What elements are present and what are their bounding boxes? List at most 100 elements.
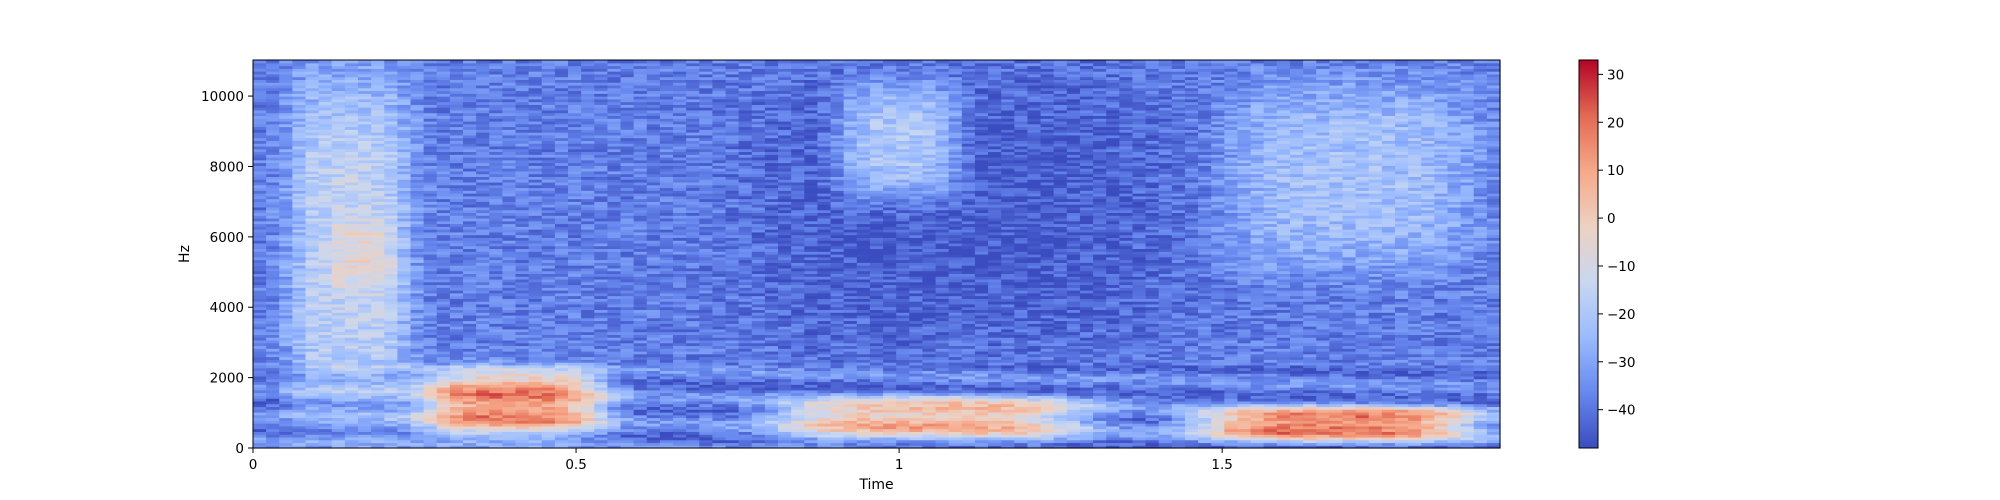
heatmap-cell	[305, 256, 320, 261]
heatmap-cell	[318, 445, 333, 449]
heatmap-cell	[253, 303, 267, 308]
heatmap-cell	[305, 337, 320, 341]
heatmap-cell	[344, 351, 359, 355]
heatmap-cell	[358, 445, 372, 449]
heatmap-cell	[344, 90, 359, 94]
heatmap-cell	[279, 187, 293, 191]
heatmap-cell	[305, 226, 320, 230]
heatmap-cell	[397, 290, 412, 294]
heatmap-cell	[292, 359, 307, 363]
heatmap-cell	[331, 398, 346, 402]
heatmap-cell	[253, 356, 267, 360]
heatmap-cell	[358, 400, 372, 405]
heatmap-cell	[384, 389, 398, 394]
heatmap-cell	[279, 62, 293, 67]
heatmap-cell	[318, 96, 333, 100]
heatmap-cell	[318, 284, 333, 288]
heatmap-cell	[253, 392, 267, 396]
heatmap-cell	[384, 176, 398, 180]
heatmap-cell	[384, 190, 398, 194]
heatmap-cell	[371, 414, 385, 419]
heatmap-cell	[253, 395, 267, 399]
heatmap-cell	[292, 87, 307, 92]
heatmap-cell	[279, 434, 293, 438]
heatmap-cell	[266, 107, 280, 111]
heatmap-cell	[358, 245, 372, 250]
heatmap-cell	[292, 157, 307, 161]
heatmap-cell	[331, 60, 346, 64]
heatmap-cell	[384, 181, 398, 186]
heatmap-cell	[331, 65, 346, 69]
heatmap-cell	[358, 370, 372, 374]
heatmap-cell	[344, 137, 359, 141]
heatmap-cell	[358, 104, 372, 108]
heatmap-cell	[305, 109, 320, 114]
heatmap-cell	[266, 431, 280, 435]
heatmap-cell	[371, 398, 385, 402]
heatmap-cell	[318, 126, 333, 130]
heatmap-cell	[371, 292, 385, 297]
heatmap-cell	[279, 248, 293, 252]
heatmap-cell	[358, 240, 372, 244]
heatmap-cell	[384, 351, 398, 355]
heatmap-cell	[397, 398, 412, 402]
heatmap-cell	[292, 339, 307, 344]
heatmap-cell	[318, 209, 333, 214]
heatmap-cell	[292, 145, 307, 150]
heatmap-cell	[279, 348, 293, 352]
heatmap-cell	[318, 237, 333, 241]
heatmap-cell	[344, 145, 359, 150]
heatmap-cell	[410, 317, 425, 322]
heatmap-cell	[358, 303, 372, 308]
heatmap-cell	[397, 170, 412, 175]
heatmap-cell	[305, 423, 320, 427]
heatmap-cell	[344, 159, 359, 164]
heatmap-cell	[279, 126, 293, 130]
heatmap-cell	[331, 281, 346, 286]
heatmap-cell	[371, 126, 385, 130]
heatmap-cell	[279, 337, 293, 341]
heatmap-cell	[266, 73, 280, 78]
heatmap-cell	[344, 162, 359, 166]
heatmap-cell	[397, 287, 412, 291]
heatmap-cell	[253, 339, 267, 344]
heatmap-cell	[397, 317, 412, 322]
heatmap-cell	[384, 281, 398, 286]
heatmap-cell	[344, 168, 359, 172]
heatmap-cell	[266, 381, 280, 385]
heatmap-cell	[397, 87, 412, 92]
heatmap-cell	[253, 262, 267, 266]
heatmap-cell	[279, 423, 293, 427]
heatmap-cell	[410, 259, 425, 263]
heatmap-cell	[344, 206, 359, 211]
heatmap-cell	[344, 176, 359, 180]
heatmap-cell	[331, 400, 346, 405]
heatmap-cell	[410, 414, 425, 419]
heatmap-cell	[292, 314, 307, 319]
heatmap-cell	[292, 123, 307, 128]
heatmap-cell	[344, 434, 359, 438]
heatmap-cell	[305, 190, 320, 194]
heatmap-cell	[344, 184, 359, 189]
heatmap-cell	[489, 60, 503, 64]
heatmap-cell	[292, 90, 307, 94]
heatmap-cell	[279, 359, 293, 363]
heatmap-cell	[266, 181, 280, 186]
heatmap-cell	[384, 256, 398, 261]
heatmap-cell	[358, 431, 372, 435]
heatmap-cell	[344, 348, 359, 352]
heatmap-cell	[331, 425, 346, 430]
heatmap-cell	[279, 306, 293, 311]
heatmap-cell	[371, 439, 385, 444]
heatmap-cell	[318, 373, 333, 377]
heatmap-cell	[358, 403, 372, 408]
heatmap-cell	[331, 206, 346, 211]
heatmap-cell	[292, 381, 307, 385]
heatmap-cell	[384, 392, 398, 396]
heatmap-cell	[253, 126, 267, 130]
heatmap-cell	[371, 373, 385, 377]
heatmap-cell	[358, 76, 372, 80]
heatmap-cell	[410, 93, 425, 97]
heatmap-cell	[371, 436, 385, 441]
heatmap-cell	[253, 400, 267, 405]
